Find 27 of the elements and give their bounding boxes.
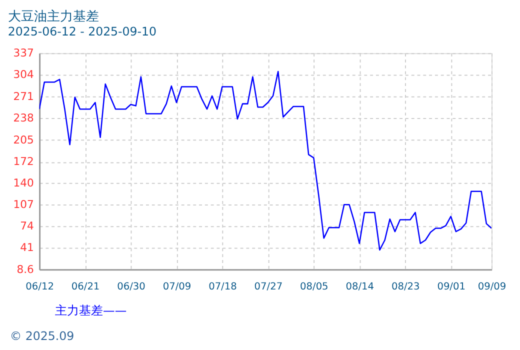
x-tick-label: 06/21 xyxy=(71,282,100,293)
y-tick-label: 304 xyxy=(13,68,34,82)
x-tick-label: 08/14 xyxy=(346,282,374,293)
x-tick-label: 08/23 xyxy=(391,282,420,293)
x-tick-label: 06/30 xyxy=(117,282,146,293)
y-tick-label: 205 xyxy=(13,133,34,146)
text: 主力基差—— xyxy=(55,304,127,318)
y-tick-label: 172 xyxy=(13,155,34,168)
x-tick-label: 09/01 xyxy=(437,282,466,293)
x-tick-label: 06/12 xyxy=(26,282,54,293)
x-tick-label: 09/09 xyxy=(478,282,506,293)
y-tick-label: 8.6 xyxy=(16,262,34,276)
chart-title: 大豆油主力基差 xyxy=(8,8,99,25)
y-tick-label: 140 xyxy=(13,176,34,190)
line-series xyxy=(39,70,492,251)
x-tick-label: 07/18 xyxy=(208,282,237,293)
y-tick-label: 238 xyxy=(13,111,34,124)
x-tick-label: 07/09 xyxy=(162,282,192,293)
x-tick-label: 08/05 xyxy=(300,282,328,293)
chart-subtitle: 2025-06-12 - 2025-09-10 xyxy=(8,24,157,38)
y-tick-label: 74 xyxy=(20,220,34,233)
text: © 2025.09 xyxy=(10,329,74,344)
x-tick-label: 07/27 xyxy=(254,282,283,293)
y-tick-label: 107 xyxy=(13,198,34,211)
y-tick-label: 41 xyxy=(20,241,34,254)
y-tick-label: 337 xyxy=(13,46,34,60)
y-tick-label: 271 xyxy=(13,90,34,103)
